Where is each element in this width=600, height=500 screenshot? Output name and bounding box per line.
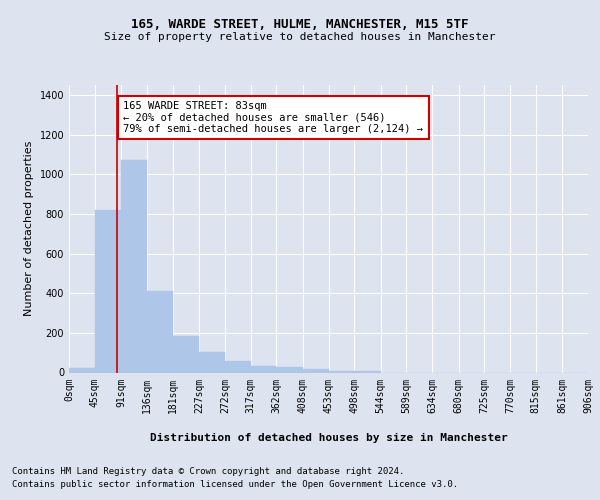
Text: Contains HM Land Registry data © Crown copyright and database right 2024.: Contains HM Land Registry data © Crown c… — [12, 468, 404, 476]
Y-axis label: Number of detached properties: Number of detached properties — [24, 141, 34, 316]
Bar — [225, 361, 251, 372]
Bar — [121, 160, 147, 372]
Bar — [251, 366, 277, 372]
Bar — [303, 368, 329, 372]
Bar — [277, 366, 303, 372]
Bar — [199, 352, 225, 372]
Bar — [354, 371, 380, 372]
Text: Distribution of detached houses by size in Manchester: Distribution of detached houses by size … — [150, 432, 508, 442]
Text: Contains public sector information licensed under the Open Government Licence v3: Contains public sector information licen… — [12, 480, 458, 489]
Bar — [173, 336, 199, 372]
Bar — [95, 210, 121, 372]
Text: 165 WARDE STREET: 83sqm
← 20% of detached houses are smaller (546)
79% of semi-d: 165 WARDE STREET: 83sqm ← 20% of detache… — [124, 101, 424, 134]
Text: Size of property relative to detached houses in Manchester: Size of property relative to detached ho… — [104, 32, 496, 42]
Bar — [147, 291, 173, 372]
Bar — [69, 368, 95, 372]
Bar — [329, 370, 354, 372]
Text: 165, WARDE STREET, HULME, MANCHESTER, M15 5TF: 165, WARDE STREET, HULME, MANCHESTER, M1… — [131, 18, 469, 30]
